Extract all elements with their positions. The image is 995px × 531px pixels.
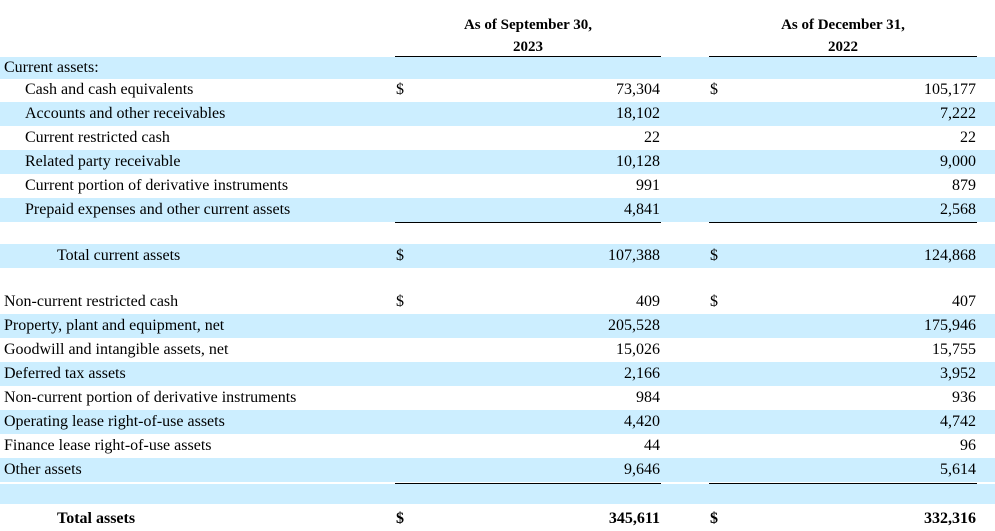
row-label: Total assets	[57, 510, 136, 527]
value-2023: 345,611	[608, 510, 660, 527]
value-2022: 22	[960, 129, 976, 146]
value-2023: 205,528	[608, 317, 660, 334]
row-label: Total current assets	[57, 247, 181, 264]
value-2022: 936	[952, 389, 976, 406]
table-row: Cash and cash equivalents $73,304 $105,177	[0, 78, 995, 102]
value-2022: 96	[960, 437, 976, 454]
header-line-1: As of September 30,	[463, 17, 593, 33]
dollar-sign: $	[396, 81, 404, 98]
dollar-sign: $	[710, 510, 718, 527]
value-2022: 9,000	[940, 153, 976, 170]
table-row: Non-current restricted cash $409 $407	[0, 290, 995, 314]
value-2023: 107,388	[608, 247, 660, 264]
row-label: Accounts and other receivables	[25, 105, 226, 122]
row-label: Current restricted cash	[25, 129, 170, 146]
dollar-sign: $	[710, 247, 718, 264]
row-label: Deferred tax assets	[4, 365, 126, 382]
value-2022: 407	[952, 293, 976, 310]
value-2023: 4,420	[624, 413, 660, 430]
table-row: Finance lease right-of-use assets 44 96	[0, 434, 995, 458]
table-row: Prepaid expenses and other current asset…	[0, 198, 995, 222]
table-row: Accounts and other receivables 18,102 7,22…	[0, 102, 995, 126]
value-2023: 4,841	[624, 201, 660, 218]
row-label: Non-current restricted cash	[4, 293, 179, 310]
value-2022: 175,946	[924, 317, 976, 334]
value-2023: 44	[644, 437, 660, 454]
subtotal-underline	[395, 483, 661, 484]
value-2023: 2,166	[624, 365, 660, 382]
header-line-2: 2023	[513, 39, 543, 55]
dollar-sign: $	[396, 510, 404, 527]
total-current-assets-row: Total current assets $ 107,388 $ 124,868	[0, 244, 995, 268]
table-row: Current portion of derivative instrument…	[0, 174, 995, 198]
row-label: Finance lease right-of-use assets	[4, 437, 212, 454]
column-header-sep-2023: As of September 30, 2023	[395, 14, 661, 58]
table-row: Current restricted cash 22 22	[0, 126, 995, 150]
value-2023: 22	[644, 129, 660, 146]
table-row: Deferred tax assets 2,166 3,952	[0, 362, 995, 386]
row-label: Prepaid expenses and other current asset…	[25, 201, 291, 218]
row-label: Current portion of derivative instrument…	[25, 177, 289, 194]
dollar-sign: $	[710, 81, 718, 98]
header-divider	[709, 56, 977, 57]
header-line-1: As of December 31,	[781, 17, 905, 33]
row-label: Related party receivable	[25, 153, 181, 170]
value-2023: 18,102	[616, 105, 660, 122]
total-assets-row: Total assets $ 345,611 $ 332,316	[0, 507, 995, 531]
value-2023: 991	[636, 177, 660, 194]
dollar-sign: $	[396, 247, 404, 264]
table-row: Goodwill and intangible assets, net 15,02…	[0, 338, 995, 362]
row-label: Operating lease right-of-use assets	[4, 413, 225, 430]
value-2022: 5,614	[940, 461, 976, 478]
section-label: Current assets:	[4, 59, 99, 76]
section-row-current-assets: Current assets:	[0, 57, 995, 79]
table-row: Related party receivable 10,128 9,000	[0, 150, 995, 174]
value-2022: 105,177	[924, 81, 976, 98]
value-2023: 10,128	[616, 153, 660, 170]
dollar-sign: $	[396, 293, 404, 310]
header-divider	[395, 56, 661, 57]
header-line-2: 2022	[828, 39, 858, 55]
spacer-row	[0, 484, 995, 504]
table-row: Property, plant and equipment, net 205,52…	[0, 314, 995, 338]
value-2022: 3,952	[940, 365, 976, 382]
dollar-sign: $	[710, 293, 718, 310]
value-2022: 879	[952, 177, 976, 194]
value-2023: 409	[636, 293, 660, 310]
value-2022: 7,222	[940, 105, 976, 122]
table-row: Operating lease right-of-use assets 4,420…	[0, 410, 995, 434]
value-2022: 2,568	[940, 201, 976, 218]
value-2023: 984	[636, 389, 660, 406]
row-label: Property, plant and equipment, net	[4, 317, 225, 334]
table-row: Non-current portion of derivative instru…	[0, 386, 995, 410]
value-2022: 15,755	[932, 341, 976, 358]
value-2022: 4,742	[940, 413, 976, 430]
row-label: Non-current portion of derivative instru…	[4, 389, 297, 406]
value-2023: 15,026	[616, 341, 660, 358]
value-2022: 124,868	[924, 247, 976, 264]
row-label: Goodwill and intangible assets, net	[4, 341, 229, 358]
subtotal-underline	[395, 222, 661, 223]
value-2023: 9,646	[624, 461, 660, 478]
row-label: Cash and cash equivalents	[25, 81, 194, 98]
column-header-dec-2022: As of December 31, 2022	[709, 14, 977, 58]
subtotal-underline	[709, 483, 977, 484]
value-2022: 332,316	[924, 510, 976, 527]
row-label: Other assets	[4, 461, 82, 478]
value-2023: 73,304	[616, 81, 660, 98]
table-row: Other assets 9,646 5,614	[0, 458, 995, 482]
subtotal-underline	[709, 222, 977, 223]
